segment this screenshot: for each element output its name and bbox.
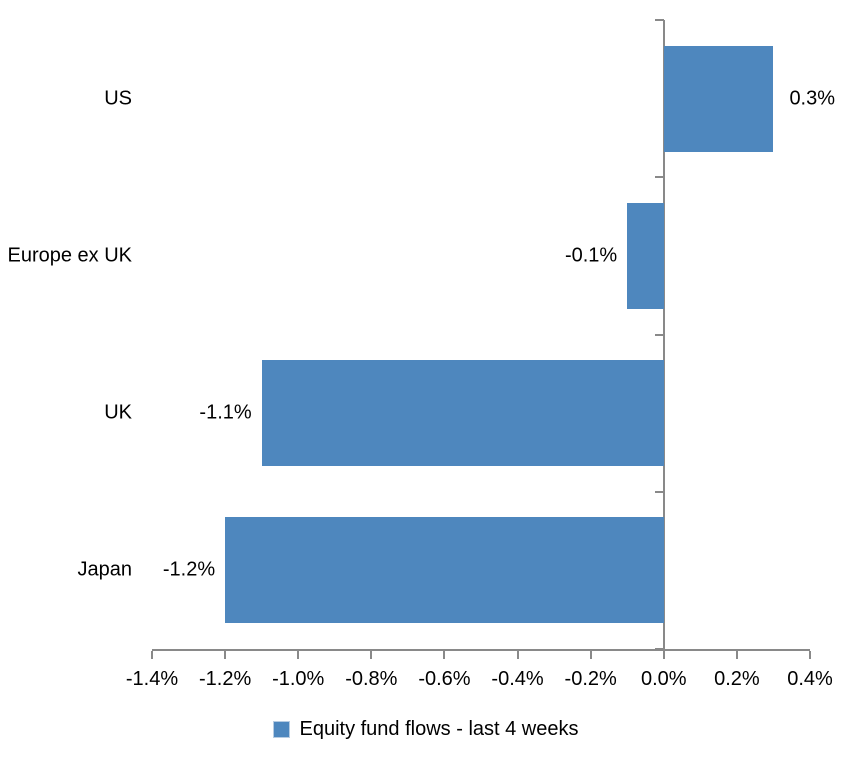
value-axis-tick (297, 651, 300, 659)
value-axis-tick-label: -1.4% (125, 668, 179, 690)
category-axis-tick (654, 490, 664, 493)
category-label: UK (104, 401, 132, 424)
value-axis-tick (224, 651, 227, 659)
bar-value-label: 0.3% (789, 87, 836, 110)
value-axis-tick-label: 0.0% (640, 668, 687, 690)
value-axis-tick-label: -0.6% (418, 668, 471, 690)
bar-value-label: -1.1% (199, 401, 252, 424)
legend: Equity fund flows - last 4 weeks (0, 714, 852, 744)
value-axis-tick (662, 651, 665, 659)
value-axis-tick (151, 651, 153, 659)
bar (663, 45, 774, 152)
bar (261, 360, 664, 467)
value-axis-tick (516, 651, 519, 659)
value-axis-tick (735, 651, 738, 659)
value-axis-tick (443, 651, 446, 659)
category-label: Europe ex UK (7, 244, 132, 267)
value-axis-tick (589, 651, 592, 659)
value-axis-tick-label: 0.4% (787, 668, 833, 690)
category-axis-tick (654, 176, 664, 179)
category-label: Japan (77, 558, 133, 581)
value-axis-line (152, 649, 810, 651)
value-axis-tick-label: -1.0% (272, 668, 325, 690)
bar (627, 202, 664, 309)
value-axis-tick-label: -1.2% (198, 668, 252, 690)
value-axis-tick-label: -0.4% (491, 668, 544, 690)
bar-value-label: -0.1% (564, 244, 618, 267)
legend-swatch-icon (273, 720, 291, 738)
value-axis-tick (370, 651, 373, 659)
bar (225, 517, 664, 624)
value-axis-tick-label: -0.2% (564, 668, 617, 690)
bar-value-label: -1.2% (162, 558, 216, 581)
category-axis-line (662, 20, 665, 649)
category-axis-tick (654, 19, 664, 21)
category-axis-tick (654, 333, 664, 336)
legend-series-label: Equity fund flows - last 4 weeks (299, 717, 579, 740)
value-axis-tick (809, 651, 811, 659)
value-axis-tick-label: 0.2% (714, 668, 760, 690)
value-axis-tick-label: -0.8% (345, 668, 398, 690)
category-label: US (104, 87, 132, 110)
